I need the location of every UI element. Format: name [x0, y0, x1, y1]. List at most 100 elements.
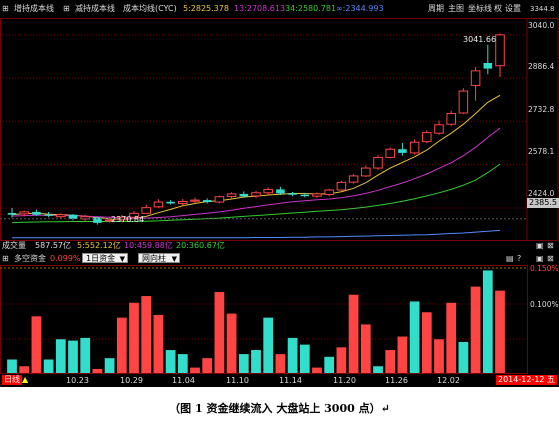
volume-ma5: 5:552.12亿: [77, 241, 121, 250]
x-date: 10.29: [120, 376, 143, 385]
candle-body-up: [19, 211, 29, 215]
flow-bar: [409, 301, 420, 373]
flow-bar: [80, 337, 91, 373]
price-frame: [0, 18, 528, 241]
candle-body-down: [68, 214, 78, 219]
candle-body-down: [93, 217, 102, 223]
stock-chart-terminal: ⊞ 增持成本线 ⊞ 减持成本线 成本均线(CYC) 5:2825.378 13:…: [0, 0, 559, 387]
candle-body-down: [483, 62, 493, 69]
ma-line-5: [11, 94, 501, 221]
candle-body-down: [7, 213, 17, 215]
candle-body-up: [470, 70, 481, 86]
flow-bar: [324, 356, 335, 373]
fund-period-select[interactable]: 1日资金 ▼: [82, 253, 128, 263]
ma13-value: 13:2708.613: [234, 4, 286, 13]
daily-mode-badge[interactable]: 日线: [2, 375, 22, 385]
candle-body-down: [276, 189, 285, 194]
flow-bar: [348, 294, 359, 373]
candle-body-down: [202, 200, 212, 203]
menu-settings[interactable]: 设置: [505, 4, 521, 13]
flow-bar: [482, 270, 493, 373]
candle-body-up: [434, 124, 444, 134]
x-date: 11.10: [226, 376, 249, 385]
flow-frame: [0, 265, 528, 374]
high-annotation: 3041.66: [463, 35, 497, 44]
candle-body-up: [336, 181, 347, 191]
price-tick: 2732.8: [528, 105, 555, 114]
close-icon[interactable]: ⊠: [547, 254, 554, 263]
x-date: 11.26: [385, 376, 408, 385]
plus-icon: ⊞: [2, 4, 9, 13]
flow-bar: [31, 316, 42, 373]
help-icon[interactable]: ?: [517, 254, 522, 263]
flow-bar: [116, 317, 127, 373]
menu-main-chart[interactable]: 主图: [448, 4, 464, 13]
candle-body-down: [300, 194, 310, 197]
flow-bar: [287, 337, 298, 373]
flow-bar: [190, 367, 200, 373]
price-tick: 3040.0: [528, 21, 555, 30]
candle-body-up: [446, 113, 456, 125]
flow-bar: [385, 350, 396, 373]
candle-body-up: [190, 199, 200, 202]
candle-body-up: [226, 193, 237, 197]
bar-type-value: 网向柱: [142, 254, 166, 263]
ma5-value: 5:2825.378: [183, 4, 229, 13]
flow-bar: [373, 366, 383, 373]
plus-icon: ⊞: [63, 4, 70, 13]
candle-body-up: [153, 201, 164, 208]
ma-infinity-value: ∞:2344.993: [336, 4, 384, 13]
flow-bar: [165, 350, 176, 373]
menu-rights[interactable]: 权: [494, 4, 502, 13]
candle-body-up: [422, 132, 432, 143]
menu-period[interactable]: 周期: [428, 4, 444, 13]
x-date: 11.04: [172, 376, 195, 385]
indicator-name: 成本均线(CYC): [123, 4, 177, 13]
volume-ma20: 20:360.67亿: [176, 241, 225, 250]
flow-bar: [92, 368, 103, 373]
candle-body-up: [312, 193, 322, 197]
candle-body-up: [129, 212, 139, 218]
candle-body-up: [361, 167, 371, 177]
expand-icon[interactable]: ▣: [536, 241, 544, 250]
bar-type-select[interactable]: 网向柱 ▼: [138, 253, 180, 263]
candle-body-down: [166, 201, 175, 204]
x-date: 11.20: [333, 376, 356, 385]
flow-bar: [43, 359, 54, 373]
candle-body-up: [348, 175, 359, 183]
volume-header: 成交量 587.57亿 5:552.12亿 10:459.88亿 20:360.…: [0, 240, 559, 252]
plus-icon: ⊞: [2, 254, 9, 263]
candle-body-up: [104, 219, 115, 222]
expand-icon[interactable]: ▣: [536, 254, 544, 263]
flow-bar: [336, 347, 347, 373]
candle-body-up: [251, 192, 261, 197]
flow-bar: [312, 367, 322, 373]
flow-bar: [251, 350, 261, 373]
flow-axis-label: 0.100%: [530, 300, 559, 309]
increase-cost-line-button[interactable]: 增持成本线: [14, 4, 54, 13]
flow-bar: [275, 354, 286, 373]
settings-icon[interactable]: ▤: [506, 254, 514, 263]
candle-body-up: [409, 141, 420, 154]
candle-body-down: [44, 214, 53, 216]
close-icon[interactable]: ⊠: [547, 241, 554, 250]
flow-bar: [68, 340, 78, 373]
flow-bar: [202, 358, 213, 373]
flow-bar: [104, 358, 115, 373]
indicator-header: ⊞ 增持成本线 ⊞ 减持成本线 成本均线(CYC) 5:2825.378 13:…: [0, 0, 559, 18]
price-tick: 2886.4: [528, 62, 555, 71]
candle-body-up: [324, 189, 334, 195]
flow-bar: [470, 286, 481, 373]
figure-caption: （图 1 资金继续流入 大盘站上 3000 点）↵: [169, 402, 390, 415]
chevron-down-icon: ▼: [171, 255, 177, 263]
decrease-cost-line-button[interactable]: 减持成本线: [75, 4, 115, 13]
ma-line-inf: [12, 229, 501, 239]
flow-bar: [129, 302, 139, 373]
candle-body-down: [32, 211, 41, 215]
candle-body-up: [56, 214, 66, 218]
candle-body-up: [214, 196, 225, 203]
candle-body-up: [263, 188, 273, 194]
fund-flow-header: ⊞ 多空资金 0.099% ▤ ? ▣ ⊠: [0, 252, 559, 265]
price-tick: 2578.1: [528, 147, 555, 156]
menu-coordinate-line[interactable]: 坐标线: [468, 4, 492, 13]
